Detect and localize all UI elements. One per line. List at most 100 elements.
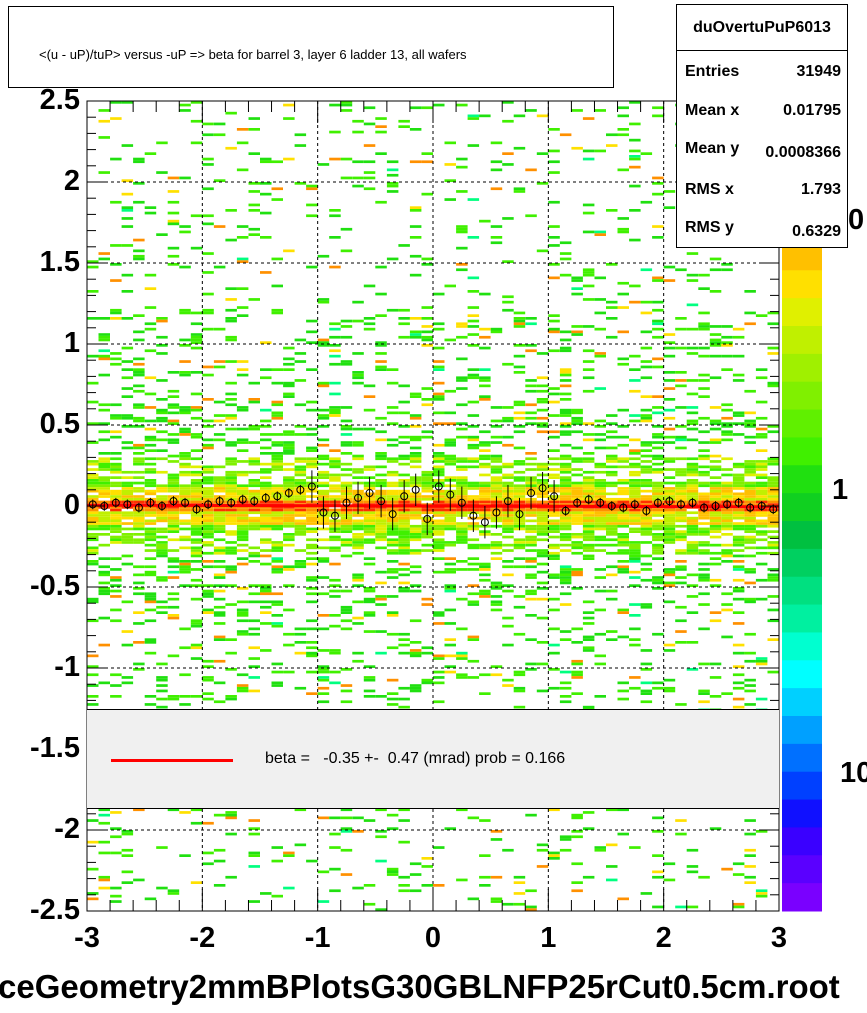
heatmap-cell — [467, 400, 480, 404]
heatmap-cell — [444, 524, 456, 528]
heatmap-cell — [144, 530, 157, 533]
heatmap-cell — [525, 597, 537, 601]
heatmap-cell — [421, 257, 433, 261]
heatmap-cell — [190, 881, 203, 884]
heatmap-cell — [617, 808, 629, 812]
heatmap-cell — [306, 600, 318, 604]
heatmap-cell — [479, 854, 491, 857]
heatmap-cell — [582, 422, 595, 425]
heatmap-cell — [467, 319, 480, 323]
heatmap-cell — [513, 476, 526, 479]
heatmap-cell — [133, 452, 145, 455]
color-scale-segment — [782, 716, 822, 745]
heatmap-cell — [340, 325, 353, 328]
heatmap-cell — [317, 560, 330, 563]
heatmap-cell — [133, 403, 145, 407]
heatmap-cell — [98, 479, 110, 482]
profile-point — [700, 503, 709, 512]
heatmap-cell — [559, 371, 572, 374]
heatmap-cell — [87, 892, 99, 895]
heatmap-cell — [317, 557, 330, 560]
heatmap-cell — [559, 565, 572, 569]
heatmap-cell — [98, 335, 110, 339]
heatmap-cell — [248, 508, 260, 512]
profile-point — [134, 503, 143, 512]
heatmap-cell — [525, 638, 537, 641]
heatmap-cell — [502, 119, 514, 123]
heatmap-cell — [167, 389, 180, 393]
heatmap-cell — [513, 875, 526, 879]
heatmap-cell — [479, 449, 491, 452]
heatmap-cell — [329, 236, 341, 239]
heatmap-cell — [317, 481, 330, 485]
heatmap-cell — [709, 422, 722, 425]
heatmap-cell — [98, 484, 110, 488]
heatmap-cell — [709, 527, 722, 531]
heatmap-cell — [329, 487, 341, 490]
heatmap-cell — [340, 619, 353, 623]
heatmap-cell — [271, 527, 283, 531]
heatmap-cell — [329, 214, 341, 218]
heatmap-cell — [571, 473, 583, 477]
heatmap-cell — [444, 527, 456, 531]
heatmap-cell — [640, 330, 653, 334]
heatmap-cell — [156, 600, 168, 604]
heatmap-cell — [548, 128, 560, 131]
heatmap-cell — [317, 384, 330, 388]
heatmap-cell — [467, 635, 480, 639]
heatmap-cell — [686, 573, 699, 577]
heatmap-cell — [306, 654, 318, 658]
heatmap-cell — [571, 408, 583, 412]
heatmap-cell — [363, 468, 376, 471]
heatmap-cell — [663, 371, 676, 374]
heatmap-cell — [698, 430, 710, 434]
heatmap-cell — [617, 535, 629, 539]
heatmap-cell — [98, 519, 110, 523]
heatmap-cell — [398, 875, 410, 879]
heatmap-cell — [606, 597, 618, 601]
heatmap-cell — [110, 317, 122, 320]
heatmap-cell — [156, 419, 168, 423]
heatmap-cell — [260, 433, 272, 436]
heatmap-cell — [502, 535, 514, 539]
heatmap-cell — [98, 438, 110, 442]
heatmap-cell — [156, 662, 168, 666]
heatmap-cell — [744, 530, 756, 533]
heatmap-cell — [294, 133, 307, 137]
heatmap-cell — [559, 462, 572, 466]
heatmap-cell — [190, 335, 203, 339]
heatmap-cell — [490, 330, 503, 334]
heatmap-cell — [617, 492, 629, 496]
heatmap-cell — [144, 608, 157, 612]
heatmap-cell — [317, 457, 330, 461]
heatmap-cell — [594, 535, 606, 539]
heatmap-cell — [721, 533, 733, 536]
heatmap-cell — [190, 465, 203, 469]
heatmap-cell — [225, 568, 237, 571]
heatmap-cell — [548, 149, 560, 153]
heatmap-cell — [675, 511, 687, 515]
y-tick-label: -2.5 — [30, 894, 80, 926]
heatmap-cell — [467, 538, 480, 542]
heatmap-cell — [502, 573, 514, 577]
heatmap-cell — [456, 103, 468, 107]
heatmap-cell — [271, 681, 283, 685]
heatmap-cell — [686, 516, 699, 520]
heatmap-cell — [375, 535, 387, 539]
heatmap-cell — [190, 497, 203, 501]
heatmap-cell — [709, 562, 722, 566]
heatmap-cell — [652, 830, 664, 833]
heatmap-cell — [536, 416, 549, 420]
heatmap-cell — [363, 614, 376, 617]
heatmap-cell — [386, 481, 399, 485]
heatmap-cell — [606, 630, 618, 633]
heatmap-cell — [444, 543, 456, 547]
heatmap-cell — [732, 495, 745, 498]
heatmap-cell — [306, 462, 318, 466]
heatmap-cell — [479, 395, 491, 398]
heatmap-cell — [167, 519, 180, 523]
heatmap-cell — [386, 530, 399, 533]
heatmap-cell — [167, 524, 180, 528]
heatmap-cell — [709, 522, 722, 525]
heatmap-cell — [732, 524, 745, 528]
